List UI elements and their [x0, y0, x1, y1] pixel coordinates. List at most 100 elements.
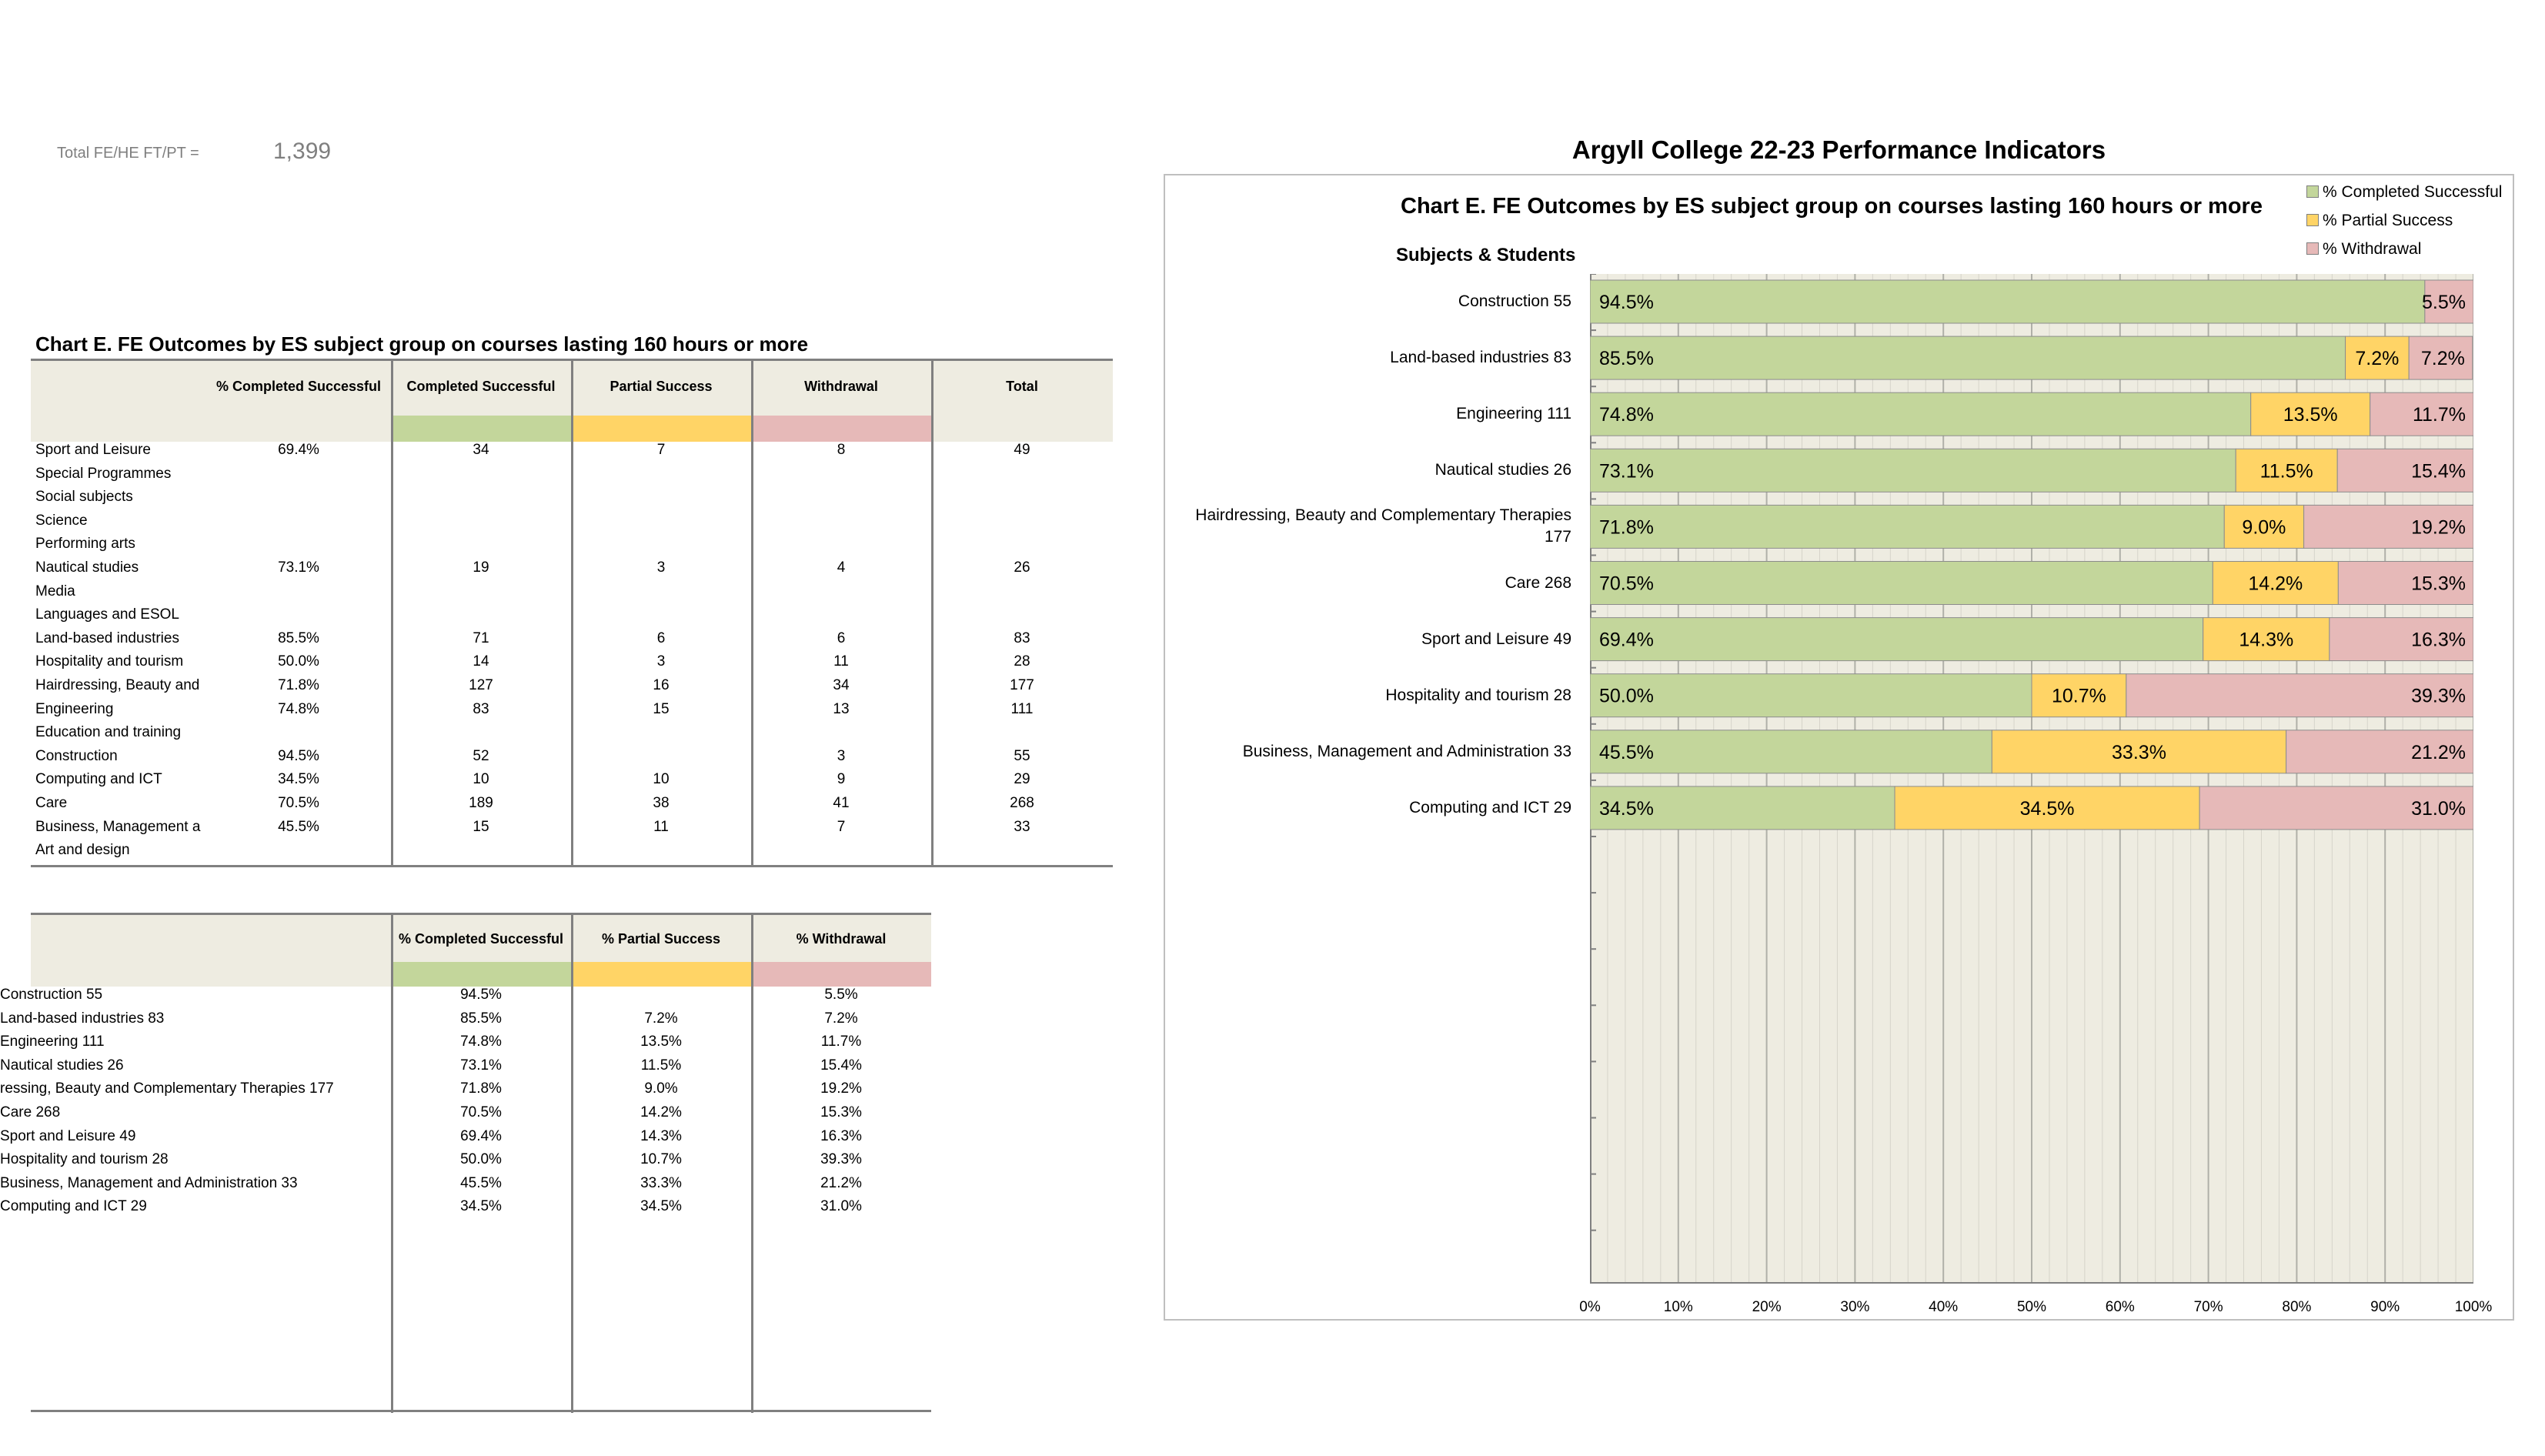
table1-subject: Land-based industries: [35, 629, 179, 646]
table1-subject: Media: [35, 583, 75, 599]
table2-header: % Withdrawal: [796, 931, 887, 947]
table2-withdrawal: 21.2%: [820, 1174, 862, 1191]
table2-withdrawal: 19.2%: [820, 1080, 862, 1097]
chart-svg: 94.5% 5.5% 85.5% 7.2% 7.2% 74.8% 13.5% 11.7% 73.…: [1589, 273, 2474, 1287]
table2-subject: Hospitality and tourism 28: [0, 1151, 169, 1168]
legend-item: % Partial Success: [2306, 212, 2453, 230]
table1-subject: Construction: [35, 747, 118, 764]
table2-partial: 14.3%: [640, 1127, 682, 1144]
y-tick-label: Construction 55: [1458, 292, 1571, 310]
bar-segment: [2126, 673, 2474, 718]
table1-subject: Hairdressing, Beauty and: [35, 677, 200, 693]
table2-subject: Land-based industries 83: [0, 1010, 165, 1027]
data-label: 94.5%: [1599, 292, 1654, 313]
table2-completed: 94.5%: [460, 987, 502, 1003]
data-label: 7.2%: [2355, 348, 2399, 369]
table2-completed: 71.8%: [460, 1080, 502, 1097]
x-tick-label: 100%: [2454, 1299, 2493, 1315]
table2-completed: 34.5%: [460, 1198, 502, 1215]
total-label: Total FE/HE FT/PT =: [57, 145, 199, 162]
table1-total: 268: [1010, 795, 1034, 811]
table2-withdrawal: 16.3%: [820, 1127, 862, 1144]
y-tick-label: Engineering 111: [1456, 405, 1571, 423]
table2-header: % Completed Successful: [398, 931, 564, 947]
bar-segment: [1589, 392, 2252, 436]
x-tick-label: 50%: [2016, 1299, 2047, 1315]
bar-segment: [2424, 279, 2474, 324]
table1-total: 83: [1014, 629, 1030, 646]
x-tick-label: 20%: [1752, 1299, 1782, 1315]
table1-pct: 34.5%: [278, 771, 319, 788]
data-label: 85.5%: [1599, 348, 1654, 369]
bar-segment: [2250, 392, 2371, 436]
table2-completed: 74.8%: [460, 1034, 502, 1050]
bar-segment: [1991, 730, 2287, 774]
table2-partial: 13.5%: [640, 1034, 682, 1050]
table1-header: Total: [1006, 379, 1038, 394]
table1-subject: Care: [35, 795, 68, 811]
table2-col-rule: [391, 913, 393, 1413]
table1-partial: 15: [653, 700, 670, 717]
table1-withdrawal: 6: [837, 629, 846, 646]
table1-partial: 16: [653, 677, 670, 693]
table1-withdrawal: 3: [837, 747, 846, 764]
table2-partial: 9.0%: [644, 1080, 678, 1097]
table1-pct: 50.0%: [278, 653, 319, 670]
total-value: 1,399: [273, 139, 332, 164]
x-tick-label: 0%: [1579, 1299, 1601, 1315]
x-tick-label: 70%: [2193, 1299, 2223, 1315]
x-tick-label: 10%: [1663, 1299, 1693, 1315]
table2-subject: Business, Management and Administration …: [0, 1174, 298, 1191]
table2-completed: 73.1%: [460, 1057, 502, 1074]
table2-completed: 50.0%: [460, 1151, 502, 1168]
table1-header: Withdrawal: [804, 379, 878, 394]
bar-segment: [2370, 392, 2474, 436]
table1-partial: 6: [656, 629, 666, 646]
legend-label: % Partial Success: [2323, 212, 2453, 229]
table1-completed: 189: [469, 795, 493, 811]
table2-bottom-rule: [31, 1410, 931, 1412]
data-label: 14.3%: [2239, 629, 2293, 651]
table1-col-rule: [571, 359, 573, 867]
table2-subject: Nautical studies 26: [0, 1057, 124, 1074]
plot-area: 94.5% 5.5% 85.5% 7.2% 7.2% 74.8% 13.5% 11.7% 73.…: [1589, 273, 2474, 1287]
data-label: 21.2%: [2411, 742, 2466, 763]
bar-segment: [1589, 561, 2213, 605]
table1-total: 177: [1010, 677, 1034, 693]
table2-swatch: [751, 962, 931, 987]
table1-subject: Special Programmes: [35, 465, 172, 482]
x-tick-label: 30%: [1840, 1299, 1870, 1315]
bar-segment: [1589, 786, 1895, 830]
table2-partial: 7.2%: [644, 1010, 678, 1027]
table2-withdrawal: 15.3%: [820, 1104, 862, 1120]
bar-segment: [1589, 673, 2032, 718]
x-tick-label: 80%: [2282, 1299, 2312, 1315]
data-label: 50.0%: [1599, 686, 1654, 707]
bar-segment: [2223, 504, 2305, 549]
table1-total: 111: [1010, 700, 1034, 717]
table2-partial: 33.3%: [640, 1174, 682, 1191]
data-label: 33.3%: [2112, 742, 2166, 763]
legend-label: % Withdrawal: [2323, 240, 2422, 258]
data-label: 31.0%: [2411, 798, 2466, 820]
data-label: 19.2%: [2411, 516, 2466, 538]
table1-col-rule: [751, 359, 753, 867]
table1-subject: Sport and Leisure: [35, 442, 151, 458]
table1-subject: Engineering: [35, 700, 114, 717]
y-tick-label: Care 268: [1505, 573, 1571, 592]
bar-segment: [1589, 730, 1992, 774]
bar-segment: [1589, 336, 2346, 380]
table1-subject: Business, Management a: [35, 818, 201, 835]
table1-subject: Languages and ESOL: [35, 606, 179, 623]
data-label: 13.5%: [2283, 404, 2338, 426]
page-title: Argyll College 22-23 Performance Indicat…: [1571, 135, 2106, 164]
table2-subject: ressing, Beauty and Complementary Therap…: [0, 1080, 334, 1097]
table1-withdrawal: 41: [833, 795, 850, 811]
table1-withdrawal: 8: [837, 442, 846, 458]
bar-segment: [1589, 504, 2225, 549]
table2-withdrawal: 7.2%: [824, 1010, 858, 1027]
table1-subject: Social subjects: [35, 489, 133, 506]
table2-withdrawal: 15.4%: [820, 1057, 862, 1074]
y-tick-label: Hairdressing, Beauty and Complementary T…: [1195, 506, 1571, 546]
x-tick-label: 40%: [1929, 1299, 1959, 1315]
